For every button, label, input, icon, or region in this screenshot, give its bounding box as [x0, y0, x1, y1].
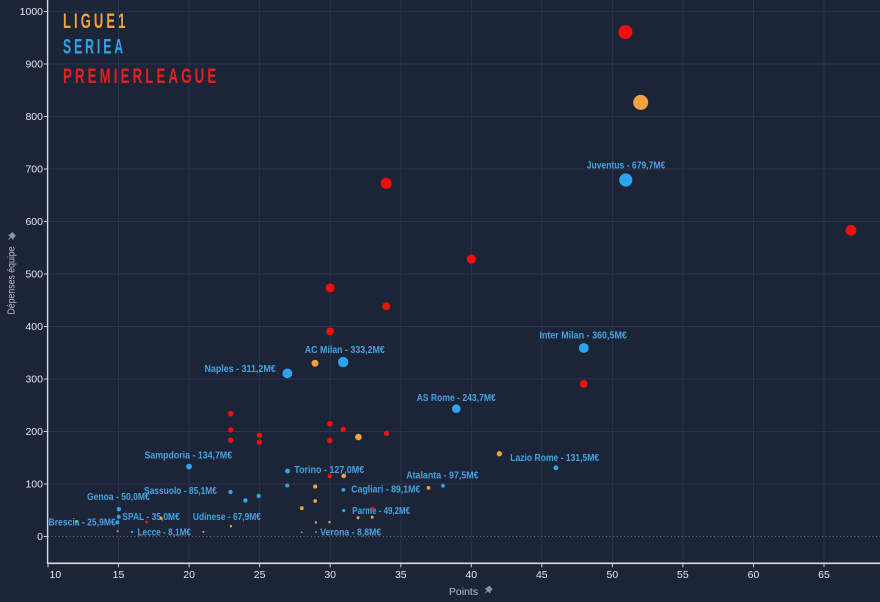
- svg-text:300: 300: [25, 374, 43, 386]
- svg-text:Lecce - 8,1M€: Lecce - 8,1M€: [138, 527, 192, 539]
- svg-text:Genoa - 50,0M€: Genoa - 50,0M€: [87, 491, 150, 503]
- svg-text:Torino - 127,0M€: Torino - 127,0M€: [294, 464, 364, 476]
- svg-text:SERIEA: SERIEA: [63, 36, 126, 59]
- svg-text:200: 200: [25, 426, 43, 438]
- svg-text:30: 30: [324, 569, 336, 581]
- svg-text:500: 500: [25, 269, 43, 281]
- svg-text:Sampdoria - 134,7M€: Sampdoria - 134,7M€: [145, 450, 233, 462]
- svg-text:400: 400: [25, 321, 43, 333]
- svg-text:20: 20: [183, 569, 195, 581]
- svg-text:Naples - 311,2M€: Naples - 311,2M€: [205, 363, 276, 375]
- svg-text:LIGUE1: LIGUE1: [63, 10, 128, 33]
- svg-text:AC Milan - 333,2M€: AC Milan - 333,2M€: [305, 344, 385, 356]
- svg-text:100: 100: [25, 479, 43, 491]
- svg-text:Udinese - 67,9M€: Udinese - 67,9M€: [193, 511, 261, 523]
- svg-text:Atalanta - 97,5M€: Atalanta - 97,5M€: [406, 470, 479, 482]
- svg-text:PREMIERLEAGUE: PREMIERLEAGUE: [63, 65, 219, 88]
- svg-text:Verona - 8,8M€: Verona - 8,8M€: [320, 526, 381, 538]
- svg-text:65: 65: [818, 569, 830, 581]
- svg-text:Inter Milan - 360,5M€: Inter Milan - 360,5M€: [539, 329, 627, 341]
- svg-text:25: 25: [254, 569, 266, 581]
- svg-text:Parme - 49,2M€: Parme - 49,2M€: [352, 505, 410, 517]
- svg-text:Points: Points: [449, 586, 478, 598]
- svg-text:700: 700: [25, 164, 43, 176]
- svg-text:Sassuolo - 85,1M€: Sassuolo - 85,1M€: [144, 485, 217, 497]
- svg-text:900: 900: [25, 59, 43, 71]
- svg-text:800: 800: [25, 111, 43, 123]
- svg-text:0: 0: [37, 531, 43, 543]
- svg-text:Juventus - 679,7M€: Juventus - 679,7M€: [587, 160, 666, 172]
- svg-text:10: 10: [50, 569, 62, 581]
- svg-text:60: 60: [748, 569, 760, 581]
- svg-text:Cagliari - 89,1M€: Cagliari - 89,1M€: [351, 484, 420, 496]
- svg-text:Lazio Rome - 131,5M€: Lazio Rome - 131,5M€: [510, 452, 599, 464]
- svg-text:35: 35: [395, 569, 407, 581]
- svg-text:SPAL - 35,0M€: SPAL - 35,0M€: [122, 511, 180, 523]
- svg-text:600: 600: [25, 216, 43, 228]
- svg-text:1000: 1000: [20, 6, 44, 18]
- svg-text:Dépenses équipe: Dépenses équipe: [6, 246, 18, 314]
- svg-text:55: 55: [677, 569, 689, 581]
- svg-text:15: 15: [113, 569, 125, 581]
- svg-text:Brescia - 25,9M€: Brescia - 25,9M€: [49, 517, 116, 529]
- svg-text:AS Rome - 243,7M€: AS Rome - 243,7M€: [417, 392, 496, 404]
- svg-text:45: 45: [536, 569, 548, 581]
- svg-text:40: 40: [465, 569, 477, 581]
- svg-text:50: 50: [607, 569, 619, 581]
